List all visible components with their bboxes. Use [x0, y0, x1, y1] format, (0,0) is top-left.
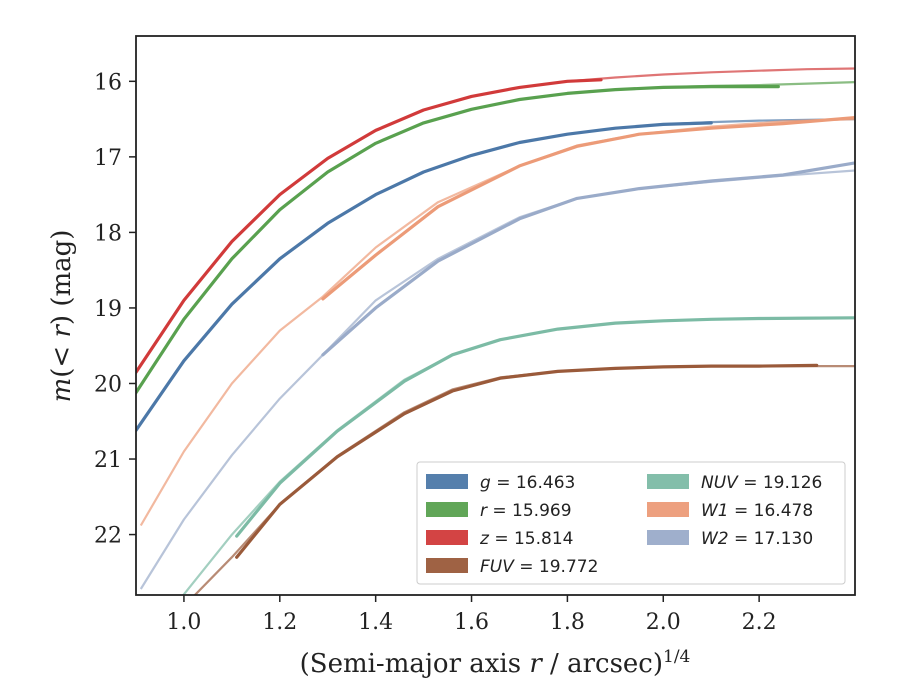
series-z-data-curve [136, 78, 603, 374]
series-r-data-curve [136, 84, 780, 395]
legend-label-z: z = 15.814 [479, 529, 573, 549]
plot-frame [135, 35, 856, 596]
legend-label-nuv: NUV = 19.126 [701, 473, 822, 493]
x-axis-title: (Semi-major axis r / arcsec)1/4 [300, 647, 691, 679]
legend-swatch-nuv [647, 474, 689, 489]
legend-swatch-r [426, 502, 468, 517]
legend-label-fuv: FUV = 19.772 [480, 557, 598, 577]
x-tick-label: 1.6 [454, 610, 489, 635]
y-axis-title: m(< r) (mag) [47, 230, 77, 403]
x-tick-label: 2.2 [742, 610, 777, 635]
y-axis: 16 17 18 19 20 21 22 [94, 70, 136, 549]
y-tick-label: 18 [94, 221, 122, 246]
y-tick-label: 22 [94, 524, 122, 549]
y-tick-label: 16 [94, 70, 122, 95]
legend-swatch-w1 [647, 502, 689, 517]
legend: g = 16.463 r = 15.969 z = 15.814 FUV = 19.7… [416, 461, 846, 585]
series-g-data-curve [136, 121, 713, 432]
legend-swatch-z [426, 530, 468, 545]
x-tick-label: 1.4 [358, 610, 393, 635]
x-tick-label: 1.8 [550, 610, 585, 635]
legend-label-g: g = 16.463 [480, 473, 575, 493]
x-tick-label: 1.0 [166, 610, 201, 635]
y-tick-label: 21 [94, 448, 122, 473]
legend-swatch-fuv [426, 558, 468, 573]
series-nuv-data-curve [235, 316, 855, 538]
series-fuv-data-curve [235, 363, 819, 559]
legend-box [416, 461, 846, 585]
legend-swatch-w2 [647, 530, 689, 545]
legend-label-w2: W2 = 17.130 [701, 529, 813, 549]
series-w2-data-curve [321, 161, 855, 357]
x-tick-label: 1.2 [262, 610, 297, 635]
y-tick-label: 17 [94, 146, 122, 171]
x-tick-label: 2.0 [646, 610, 681, 635]
series-layer [136, 67, 855, 595]
x-axis: 1.0 1.2 1.4 1.6 1.8 2.0 2.2 [166, 595, 777, 635]
legend-label-w1: W1 = 16.478 [701, 501, 813, 521]
legend-swatch-g [426, 474, 468, 489]
y-tick-label: 19 [94, 297, 122, 322]
legend-label-r: r = 15.969 [480, 501, 572, 521]
series-w1-data-curve [321, 115, 855, 301]
y-tick-label: 20 [94, 372, 122, 397]
